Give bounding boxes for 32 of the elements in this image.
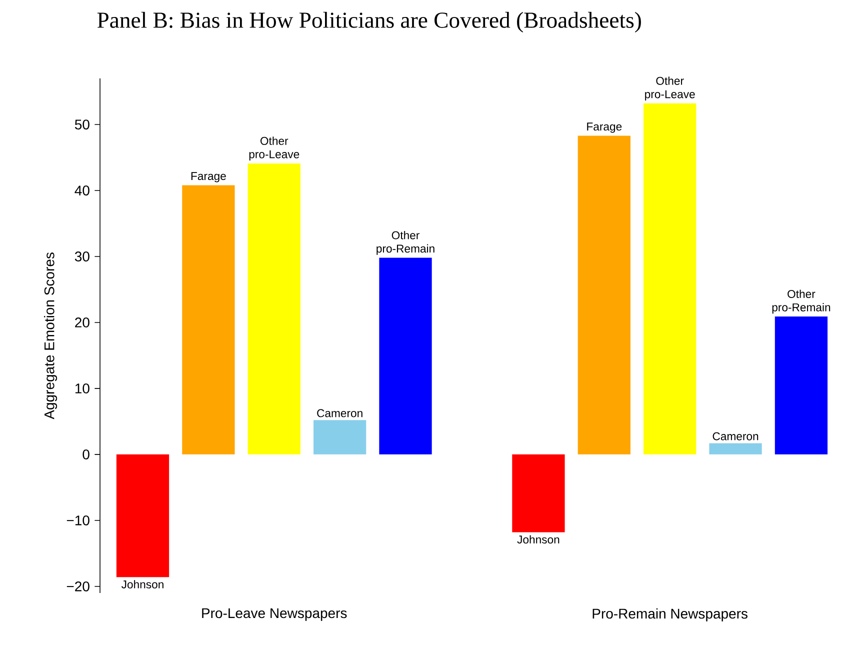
bar [644,103,696,454]
series-label: Cameron [712,432,758,440]
text: Johnson [121,580,164,588]
bar [314,420,366,454]
bar [182,185,235,454]
x-tick-label: Pro-Remain Newspapers [592,608,748,622]
y-tick-label: −20 [66,581,90,592]
chart-title: Panel B: Bias in How Politicians are Covered (Broadsheets) [97,12,641,32]
y-tick-label: 50 [74,120,90,130]
y-axis-title: Aggregate Emotion Scores [44,252,58,420]
text: Cameron [317,409,362,418]
series-label: Other pro-Leave [645,76,695,100]
bar [248,163,300,454]
bar [379,258,432,454]
y-tick-label: 20 [75,318,90,328]
bar [512,454,565,532]
series-label: Other pro-Remain [772,290,830,314]
series-label: Farage [191,172,226,182]
y-tick-label: −10 [66,515,90,526]
text: Other pro-Leave [249,136,300,161]
bar [709,443,762,454]
text: Farage [587,122,622,133]
bar [578,136,630,454]
y-tick-label: 10 [75,384,90,394]
text: Other pro-Remain [376,230,434,255]
bar [774,316,828,454]
y-tick-label: 30 [74,252,90,262]
y-tick-label: 40 [74,186,90,196]
series-label: Johnson [517,535,560,544]
y-tick-label: 0 [82,449,90,460]
bar [116,454,170,578]
x-tick-label: Pro-Leave Newspapers [202,608,347,621]
